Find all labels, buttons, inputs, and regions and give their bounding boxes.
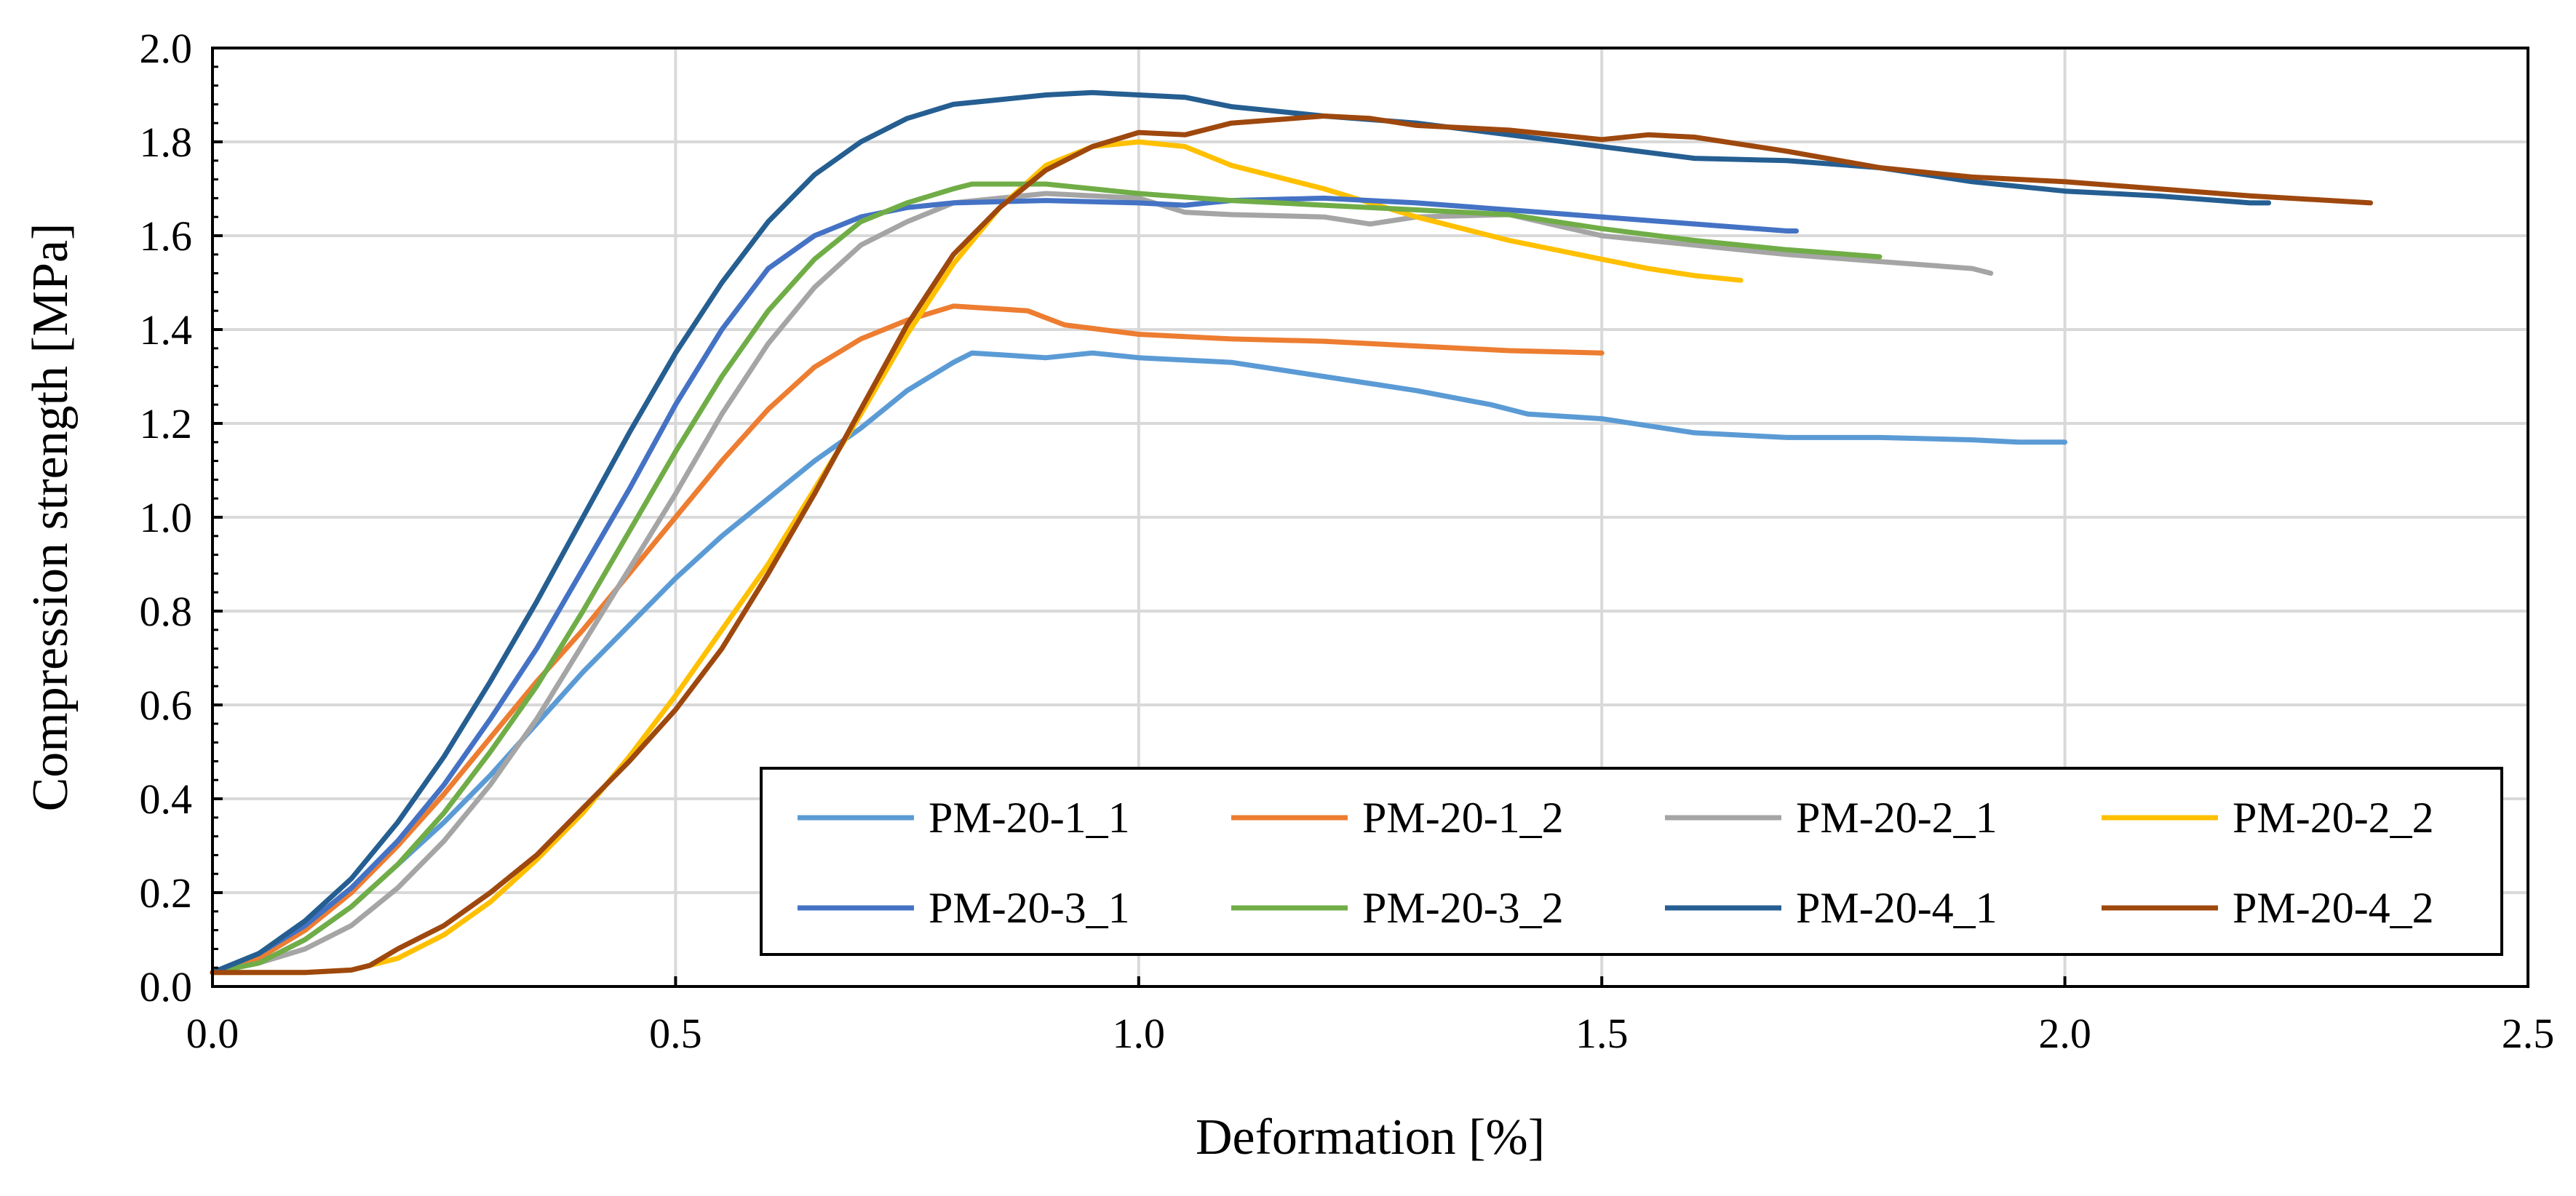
- y-tick-label: 0.2: [140, 869, 193, 917]
- y-tick-label: 1.6: [140, 212, 193, 260]
- x-tick-label: 2.0: [2038, 1010, 2091, 1057]
- y-tick-label: 1.8: [140, 119, 193, 166]
- legend-label: PM-20-2_2: [2233, 794, 2434, 842]
- y-tick-label: 0.4: [140, 776, 193, 823]
- y-tick-label: 1.0: [140, 494, 193, 541]
- x-tick-label: 1.5: [1575, 1010, 1629, 1057]
- legend-label: PM-20-3_1: [929, 884, 1130, 932]
- legend-box: [760, 767, 2503, 956]
- legend-label: PM-20-1_1: [929, 794, 1130, 842]
- y-tick-label: 1.4: [140, 306, 193, 354]
- y-tick-label: 2.0: [140, 25, 193, 72]
- x-tick-label: 0.5: [649, 1010, 702, 1057]
- x-tick-label: 0.0: [186, 1010, 239, 1057]
- series-line-2: [210, 303, 1605, 976]
- series-line-4: [210, 139, 1744, 976]
- y-tick-label: 0.6: [140, 682, 193, 729]
- x-tick-label: 1.0: [1113, 1010, 1166, 1057]
- y-axis-title: Compression strength [MPa]: [23, 223, 79, 812]
- y-tick-label: 0.8: [140, 588, 193, 635]
- y-tick-label: 0.0: [140, 963, 193, 1010]
- x-tick-label: 2.5: [2502, 1010, 2555, 1057]
- legend-label: PM-20-2_1: [1796, 794, 1997, 842]
- y-tick-label: 1.2: [140, 400, 193, 447]
- series-line-6: [210, 181, 1883, 976]
- x-axis-title: Deformation [%]: [1196, 1109, 1545, 1165]
- series-line-8: [210, 113, 2374, 976]
- series-line-1: [210, 350, 2068, 976]
- axis-ticks: 0.0 0.2 0.4 0.6 0.8 1.0 1.2 1.4 1.6 1.8 2.0 0.0 0.5 1…: [140, 25, 2555, 1057]
- legend-label: PM-20-3_2: [1362, 884, 1564, 932]
- legend-label: PM-20-4_2: [2233, 884, 2434, 932]
- legend-label: PM-20-1_2: [1362, 794, 1564, 842]
- legend: PM-20-1_1 PM-20-1_2 PM-20-2_1 PM-20-2_2 PM-2…: [760, 767, 2503, 956]
- series-line-5: [210, 195, 1799, 976]
- series-line-3: [210, 191, 1994, 976]
- series-line-7: [210, 89, 2272, 976]
- legend-label: PM-20-4_1: [1796, 884, 1997, 932]
- series-lines: [210, 89, 2374, 976]
